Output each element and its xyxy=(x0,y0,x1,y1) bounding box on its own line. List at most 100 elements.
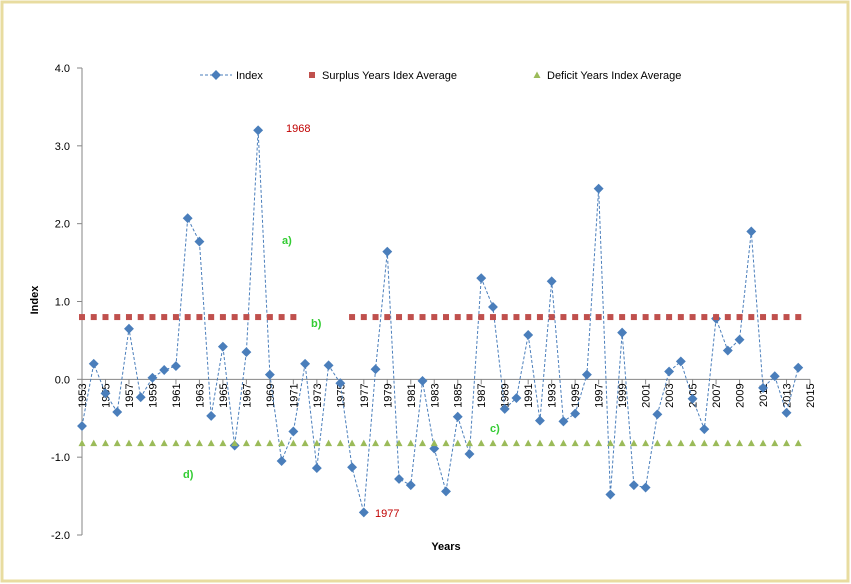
series-0-marker xyxy=(675,356,686,367)
x-tick-label: 1993 xyxy=(547,383,559,407)
legend-label: Deficit Years Index Average xyxy=(547,70,681,82)
series-0-marker xyxy=(769,371,780,382)
annotation: a) xyxy=(282,235,292,247)
x-tick-label: 1957 xyxy=(124,383,136,407)
series-1-marker xyxy=(290,314,297,321)
series-2-marker xyxy=(771,439,779,447)
series-0-marker xyxy=(347,462,358,473)
series-2-marker xyxy=(653,439,661,447)
series-2-marker xyxy=(759,439,767,447)
series-2-marker xyxy=(184,439,192,447)
series-1-marker xyxy=(654,314,661,321)
series-2-marker xyxy=(642,439,650,447)
series-0-marker xyxy=(300,358,311,369)
series-2-marker xyxy=(712,439,720,447)
series-2-marker xyxy=(372,439,380,447)
series-0-marker xyxy=(605,489,616,500)
series-2-marker xyxy=(524,439,532,447)
y-tick-label: 0.0 xyxy=(55,374,70,386)
series-0-marker xyxy=(687,393,698,404)
series-0-marker xyxy=(464,449,475,460)
series-2-marker xyxy=(559,439,567,447)
series-2-marker xyxy=(383,439,391,447)
series-0-marker xyxy=(640,482,651,493)
legend-swatch xyxy=(533,71,541,78)
series-2-marker xyxy=(548,439,556,447)
series-2-marker xyxy=(278,439,286,447)
series-0-marker xyxy=(206,410,217,421)
series-1-marker xyxy=(666,314,673,321)
series-0-marker xyxy=(182,213,193,224)
series-0-marker xyxy=(159,365,170,375)
series-2-marker xyxy=(160,439,168,447)
series-0-marker xyxy=(511,393,522,403)
series-1-marker xyxy=(79,314,85,321)
series-2-marker xyxy=(442,439,450,447)
series-1-marker xyxy=(736,314,743,321)
series-1-marker xyxy=(255,314,262,321)
series-1-marker xyxy=(125,314,132,321)
series-2-marker xyxy=(125,439,133,447)
annotation: 1977 xyxy=(375,508,399,520)
series-2-marker xyxy=(430,439,438,447)
series-1-marker xyxy=(689,314,696,321)
y-tick-label: 3.0 xyxy=(55,141,70,153)
series-2-marker xyxy=(148,439,156,447)
series-0-marker xyxy=(781,407,792,418)
series-2-marker xyxy=(501,439,509,447)
y-tick-label: -2.0 xyxy=(51,530,70,542)
series-0-marker xyxy=(311,463,322,474)
series-0-marker xyxy=(722,345,733,356)
x-axis-label: Years xyxy=(431,541,460,553)
x-tick-label: 1965 xyxy=(218,383,230,407)
x-tick-label: 1963 xyxy=(194,383,206,407)
series-2-marker xyxy=(207,439,215,447)
y-tick-label: 2.0 xyxy=(55,219,70,231)
y-tick-label: 4.0 xyxy=(55,63,70,75)
series-0-marker xyxy=(758,382,768,393)
series-1-marker xyxy=(501,314,508,321)
series-2-marker xyxy=(78,439,86,447)
series-1-marker xyxy=(243,314,250,321)
series-2-marker xyxy=(348,439,356,447)
series-0-marker xyxy=(652,409,663,420)
y-axis-label: Index xyxy=(29,285,41,315)
series-2-marker xyxy=(231,439,239,447)
x-tick-label: 2015 xyxy=(805,383,817,407)
series-1-marker xyxy=(630,314,637,321)
series-2-marker xyxy=(419,439,427,447)
series-1-marker xyxy=(560,314,567,321)
series-1-marker xyxy=(360,314,367,321)
legend-swatch xyxy=(309,72,315,78)
series-2-marker xyxy=(571,439,579,447)
x-tick-label: 1961 xyxy=(171,383,183,407)
series-0-marker xyxy=(394,474,404,484)
x-tick-label: 1995 xyxy=(570,383,582,407)
series-1-marker xyxy=(513,314,520,321)
x-tick-label: 2001 xyxy=(641,383,653,407)
series-0-marker xyxy=(628,480,639,491)
series-2-marker xyxy=(700,439,708,447)
series-0-marker xyxy=(699,424,710,435)
series-1-marker xyxy=(525,314,532,321)
series-2-marker xyxy=(395,439,403,447)
series-0-marker xyxy=(441,486,451,497)
series-1-marker xyxy=(149,314,156,321)
series-0-marker xyxy=(405,480,416,491)
series-1-marker xyxy=(431,314,438,321)
series-2-marker xyxy=(630,439,638,447)
series-0-marker xyxy=(382,246,393,257)
series-0-marker xyxy=(288,426,299,437)
series-0-marker xyxy=(546,276,557,287)
series-0-marker xyxy=(147,372,158,383)
annotation: c) xyxy=(490,423,500,435)
series-2-marker xyxy=(783,439,791,447)
series-0-marker xyxy=(476,273,487,284)
series-1-marker xyxy=(795,314,802,321)
x-tick-label: 1969 xyxy=(265,383,277,407)
series-0-marker xyxy=(194,236,205,247)
series-2-marker xyxy=(794,439,802,447)
series-2-marker xyxy=(289,439,297,447)
series-2-marker xyxy=(618,439,626,447)
x-tick-label: 1953 xyxy=(77,383,89,407)
